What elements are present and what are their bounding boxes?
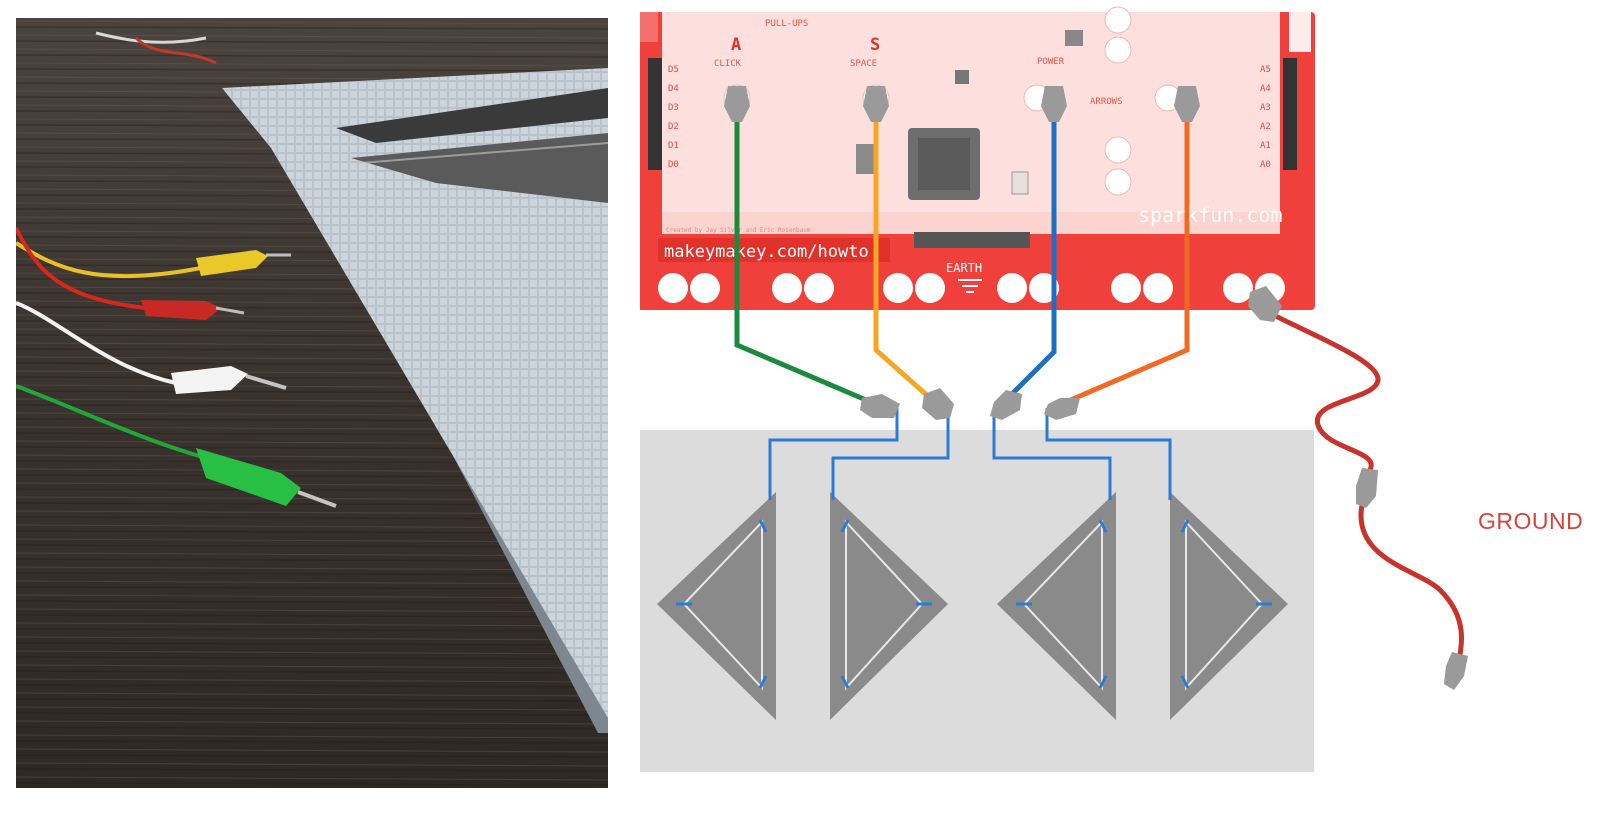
ground-label: GROUND bbox=[1478, 508, 1584, 534]
yellow-clip bbox=[196, 250, 268, 276]
key-label-s: S bbox=[870, 35, 880, 55]
pin-code-a4: A4 bbox=[1260, 84, 1271, 94]
wire-ground bbox=[1265, 309, 1464, 658]
clip-ground-top bbox=[1248, 286, 1282, 322]
pin-code-d0: D0 bbox=[668, 160, 679, 170]
wire-k bbox=[1007, 117, 1057, 399]
makey-makey-wiring-diagram: W A S D F G D5 D4 D3 D2 D1 D0 A5 A4 A3 A… bbox=[640, 6, 1468, 772]
green-clip bbox=[196, 448, 301, 506]
sub-label-space: SPACE bbox=[850, 59, 877, 69]
pad-3 bbox=[997, 492, 1116, 720]
pad-2 bbox=[830, 492, 948, 720]
pin-code-d1: D1 bbox=[668, 141, 679, 151]
pad-1 bbox=[657, 492, 776, 720]
pin-code-d5: D5 bbox=[668, 65, 679, 75]
clip-a-bottom bbox=[860, 394, 900, 418]
clip-s-top bbox=[863, 86, 889, 122]
url-banner bbox=[658, 238, 890, 262]
pin-code-d4: D4 bbox=[668, 84, 679, 94]
pin-code-a0: A0 bbox=[1260, 160, 1271, 170]
foil-sheet-2 bbox=[351, 133, 608, 203]
sparkfun-brand: sparkfun.com bbox=[1138, 203, 1283, 227]
trace-pad-1 bbox=[768, 408, 899, 500]
clip-a-top bbox=[724, 86, 750, 122]
sub-label-click: CLICK bbox=[714, 59, 742, 69]
gray-mat bbox=[222, 68, 608, 718]
trace-pad-3 bbox=[992, 408, 1112, 500]
clip-l-bottom bbox=[1044, 398, 1080, 420]
clip-ground-bottom bbox=[1444, 652, 1468, 690]
wire-a bbox=[734, 117, 869, 403]
green-wire bbox=[16, 384, 207, 460]
pin-code-a3: A3 bbox=[1260, 103, 1271, 113]
red-clip bbox=[141, 300, 221, 320]
sub-label-arrows: ARROWS bbox=[1090, 97, 1123, 107]
clip-l-top bbox=[1174, 86, 1200, 122]
clip-s-bottom bbox=[922, 388, 954, 420]
wire-s bbox=[873, 117, 933, 401]
white-clip bbox=[171, 366, 248, 394]
red-wire bbox=[16, 227, 147, 310]
board-url: makeymakey.com/howto bbox=[664, 242, 869, 262]
photo-illustration bbox=[16, 18, 608, 788]
left-pin-header bbox=[648, 58, 662, 170]
pin-code-d3: D3 bbox=[668, 103, 679, 113]
pin-code-a5: A5 bbox=[1260, 65, 1271, 75]
sub-label-power: POWER bbox=[1037, 57, 1065, 67]
makey-makey-board: W A S D F G D5 D4 D3 D2 D1 D0 A5 A4 A3 A… bbox=[640, 6, 1315, 310]
wire-l bbox=[1063, 117, 1190, 405]
photo-alligator-clips-on-mat bbox=[16, 18, 608, 788]
pin-code-d2: D2 bbox=[668, 122, 679, 132]
clip-k-bottom bbox=[990, 390, 1022, 420]
pin-code-a2: A2 bbox=[1260, 122, 1271, 132]
clip-ground-middle bbox=[1356, 468, 1378, 508]
pad-4 bbox=[1170, 492, 1288, 720]
clip-k-top bbox=[1041, 86, 1067, 122]
foil-sheet-1 bbox=[336, 88, 608, 143]
pin-code-a1: A1 bbox=[1260, 141, 1271, 151]
earth-label: EARTH bbox=[946, 261, 982, 275]
key-label-a: A bbox=[731, 35, 741, 55]
trace-pad-4 bbox=[1045, 408, 1172, 500]
right-pin-header bbox=[1283, 58, 1297, 170]
white-wire bbox=[16, 301, 177, 385]
trace-pad-2 bbox=[831, 408, 950, 500]
sub-label-pullups: PULL-UPS bbox=[765, 19, 808, 29]
